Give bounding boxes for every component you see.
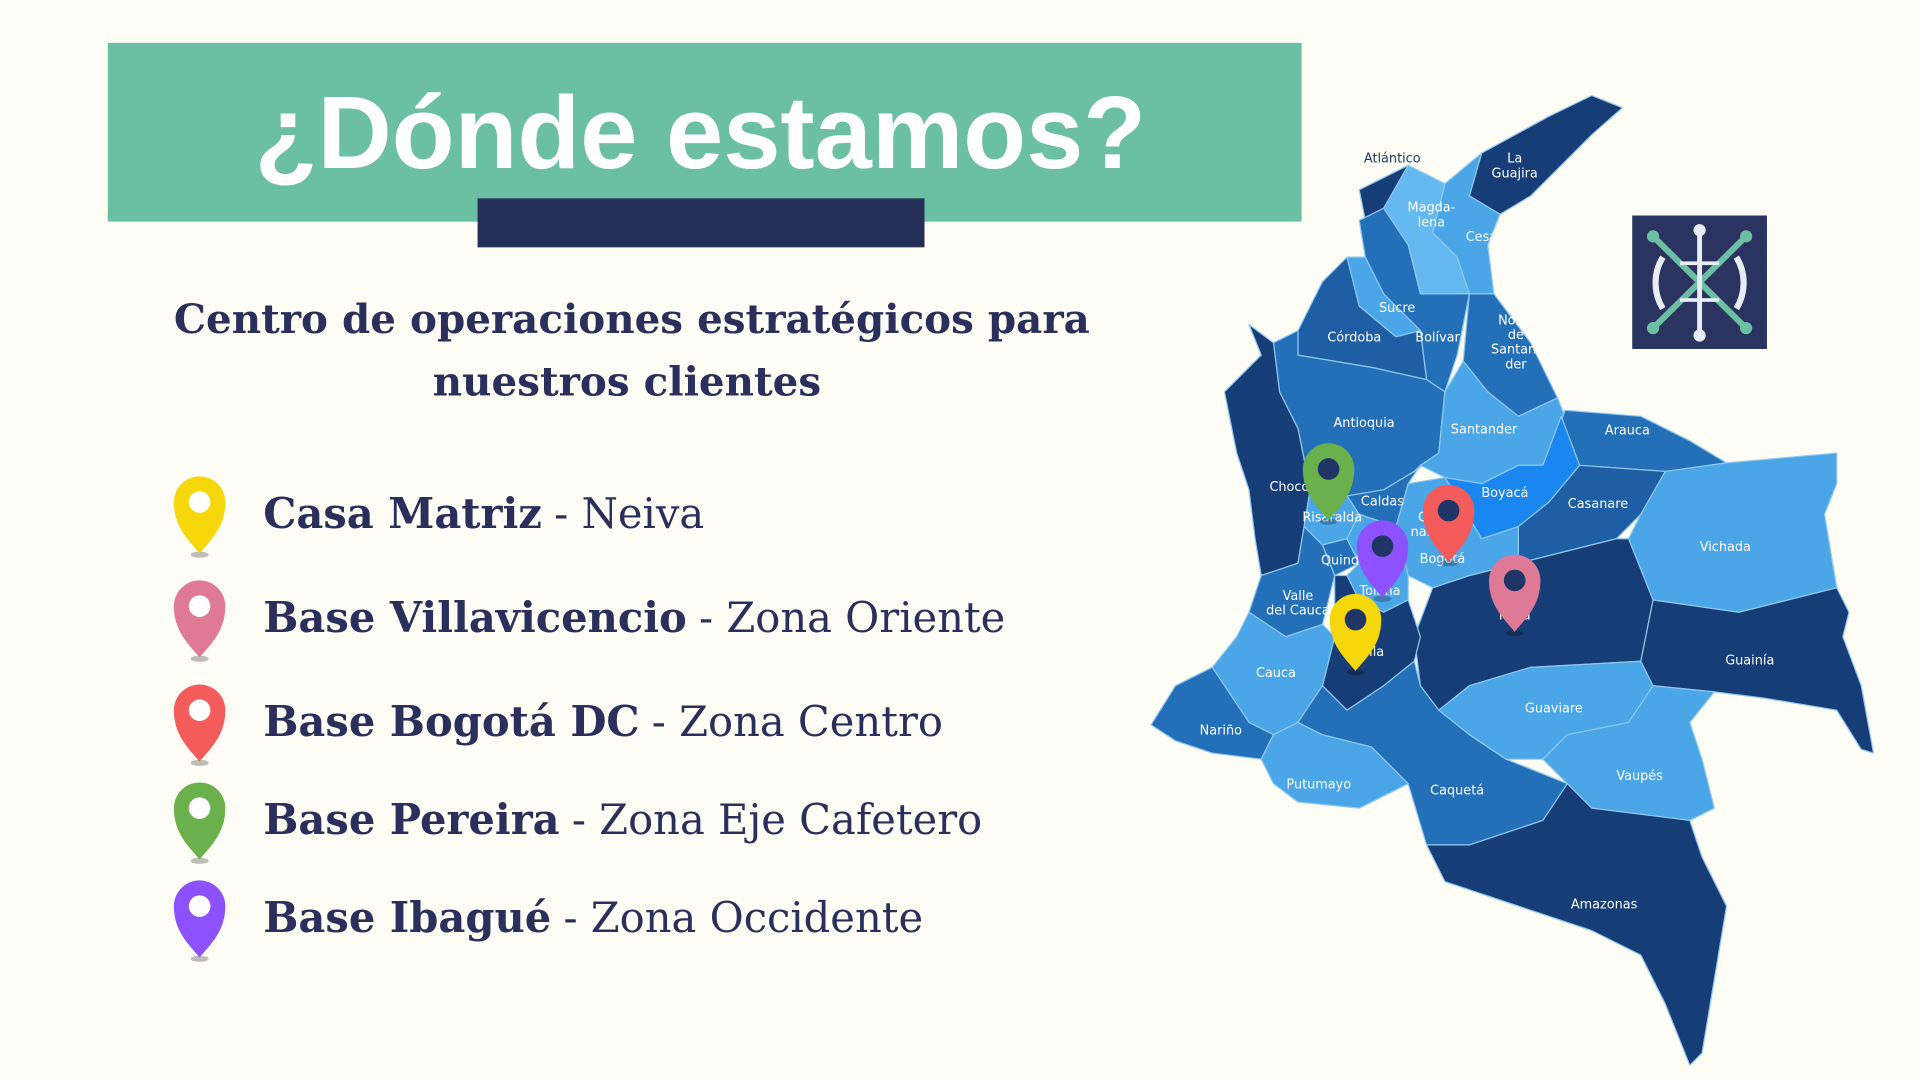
map-label: Guaviare	[1525, 701, 1583, 716]
location-detail: - Neiva	[554, 489, 704, 538]
map-label: Nariño	[1200, 724, 1242, 739]
pin-shadow	[190, 759, 209, 766]
pin-hole	[188, 895, 211, 917]
map-label: Boyacá	[1481, 486, 1528, 501]
pin-body	[173, 880, 226, 958]
map-label: Caquetá	[1430, 784, 1484, 799]
title-banner	[107, 42, 1302, 222]
pin-body	[1356, 520, 1409, 598]
pin-hole	[1437, 499, 1460, 522]
pin-hole	[1503, 569, 1526, 592]
pin-shadow	[190, 955, 209, 962]
map-label: Bolívar	[1415, 330, 1460, 345]
pin-shadow	[190, 857, 209, 864]
pin-shadow	[1373, 595, 1392, 602]
pin	[1302, 443, 1355, 525]
map-region	[1425, 783, 1728, 1066]
location-name: Casa Matriz	[263, 489, 542, 538]
pin-shadow	[1346, 669, 1365, 676]
pin-shadow	[1439, 560, 1458, 567]
location-name: Base Ibagué	[263, 893, 551, 942]
pin	[1422, 484, 1475, 567]
pin-body	[173, 782, 226, 860]
logo	[1632, 215, 1767, 349]
location-detail: - Zona Occidente	[563, 893, 923, 942]
pin-body	[1302, 443, 1355, 521]
map-label: Antioquia	[1334, 416, 1395, 431]
map-label: Sucre	[1379, 301, 1415, 316]
pin-body	[1422, 484, 1475, 563]
map-label: Chocó	[1269, 480, 1309, 495]
map-label: del Cauca	[1266, 604, 1330, 619]
title-underline	[477, 198, 925, 248]
map-label: Bogotá	[1420, 552, 1466, 567]
subtitle-line: nuestros clientes	[433, 358, 821, 406]
location-item: Base Pereira - Zona Eje Cafetero	[263, 795, 982, 844]
map-label: Cesar	[1466, 230, 1503, 245]
pin	[173, 782, 226, 864]
map-label: Córdoba	[1327, 330, 1381, 345]
location-detail: - Zona Eje Cafetero	[572, 795, 982, 844]
location-name: Base Pereira	[263, 795, 559, 844]
map-label: Valle	[1283, 589, 1314, 604]
location-name: Base Bogotá DC	[263, 697, 639, 746]
map-label: Santan-	[1491, 343, 1541, 358]
pin-body	[1329, 593, 1382, 672]
pin-shadow	[190, 655, 209, 662]
map-label: Guainía	[1725, 654, 1774, 669]
pin-body	[1488, 554, 1541, 632]
map-label: Guajira	[1492, 166, 1538, 181]
pin	[173, 580, 226, 662]
pin-hole	[188, 797, 211, 819]
map-label: Arauca	[1605, 424, 1650, 439]
pin-hole	[188, 595, 211, 617]
map-label: Amazonas	[1571, 897, 1638, 912]
map-label: Putumayo	[1286, 777, 1351, 792]
map-label: Atlántico	[1364, 152, 1421, 167]
pin-shadow	[1505, 629, 1524, 637]
pin-hole	[1344, 608, 1367, 631]
pin-hole	[188, 491, 211, 513]
map-label: Vichada	[1700, 540, 1751, 555]
pin	[1488, 554, 1541, 637]
location-item: Base Ibagué - Zona Occidente	[263, 893, 923, 942]
pin	[173, 880, 226, 962]
pin-shadow	[1319, 518, 1338, 525]
pin	[1356, 520, 1409, 602]
map-pins	[1302, 443, 1541, 676]
pin-body	[173, 684, 226, 762]
pin-body	[173, 580, 226, 658]
pin-shadow	[190, 551, 209, 558]
location-detail: - Zona Oriente	[699, 593, 1005, 642]
title: ¿Dónde estamos?	[255, 75, 1146, 190]
pin	[173, 476, 226, 558]
map-label: Risaralda	[1302, 510, 1362, 525]
location-name: Base Villavicencio	[263, 593, 687, 642]
pin	[173, 684, 226, 766]
location-item: Base Bogotá DC - Zona Centro	[263, 697, 943, 746]
pin-hole	[188, 699, 211, 722]
map-label: lena	[1418, 215, 1445, 230]
map-label: Casanare	[1568, 497, 1628, 512]
map-label: Magda-	[1408, 201, 1456, 216]
map-label: Santander	[1451, 422, 1518, 437]
map-label: de	[1508, 328, 1524, 343]
pin-hole	[1371, 535, 1394, 557]
map-label: La	[1507, 152, 1522, 167]
map-label: der	[1505, 357, 1527, 372]
map-label: Vaupés	[1616, 769, 1663, 784]
location-detail: - Zona Centro	[652, 697, 943, 746]
map-label: Cauca	[1256, 666, 1296, 681]
subtitle-line: Centro de operaciones estratégicos para	[174, 295, 1090, 343]
pin-hole	[1317, 458, 1340, 480]
location-item: Base Villavicencio - Zona Oriente	[263, 593, 1005, 642]
pin-body	[173, 476, 226, 554]
pin	[1329, 593, 1382, 676]
map-label: Caldas	[1361, 495, 1404, 510]
location-item: Casa Matriz - Neiva	[263, 489, 704, 538]
map-label: Norte	[1498, 313, 1534, 328]
